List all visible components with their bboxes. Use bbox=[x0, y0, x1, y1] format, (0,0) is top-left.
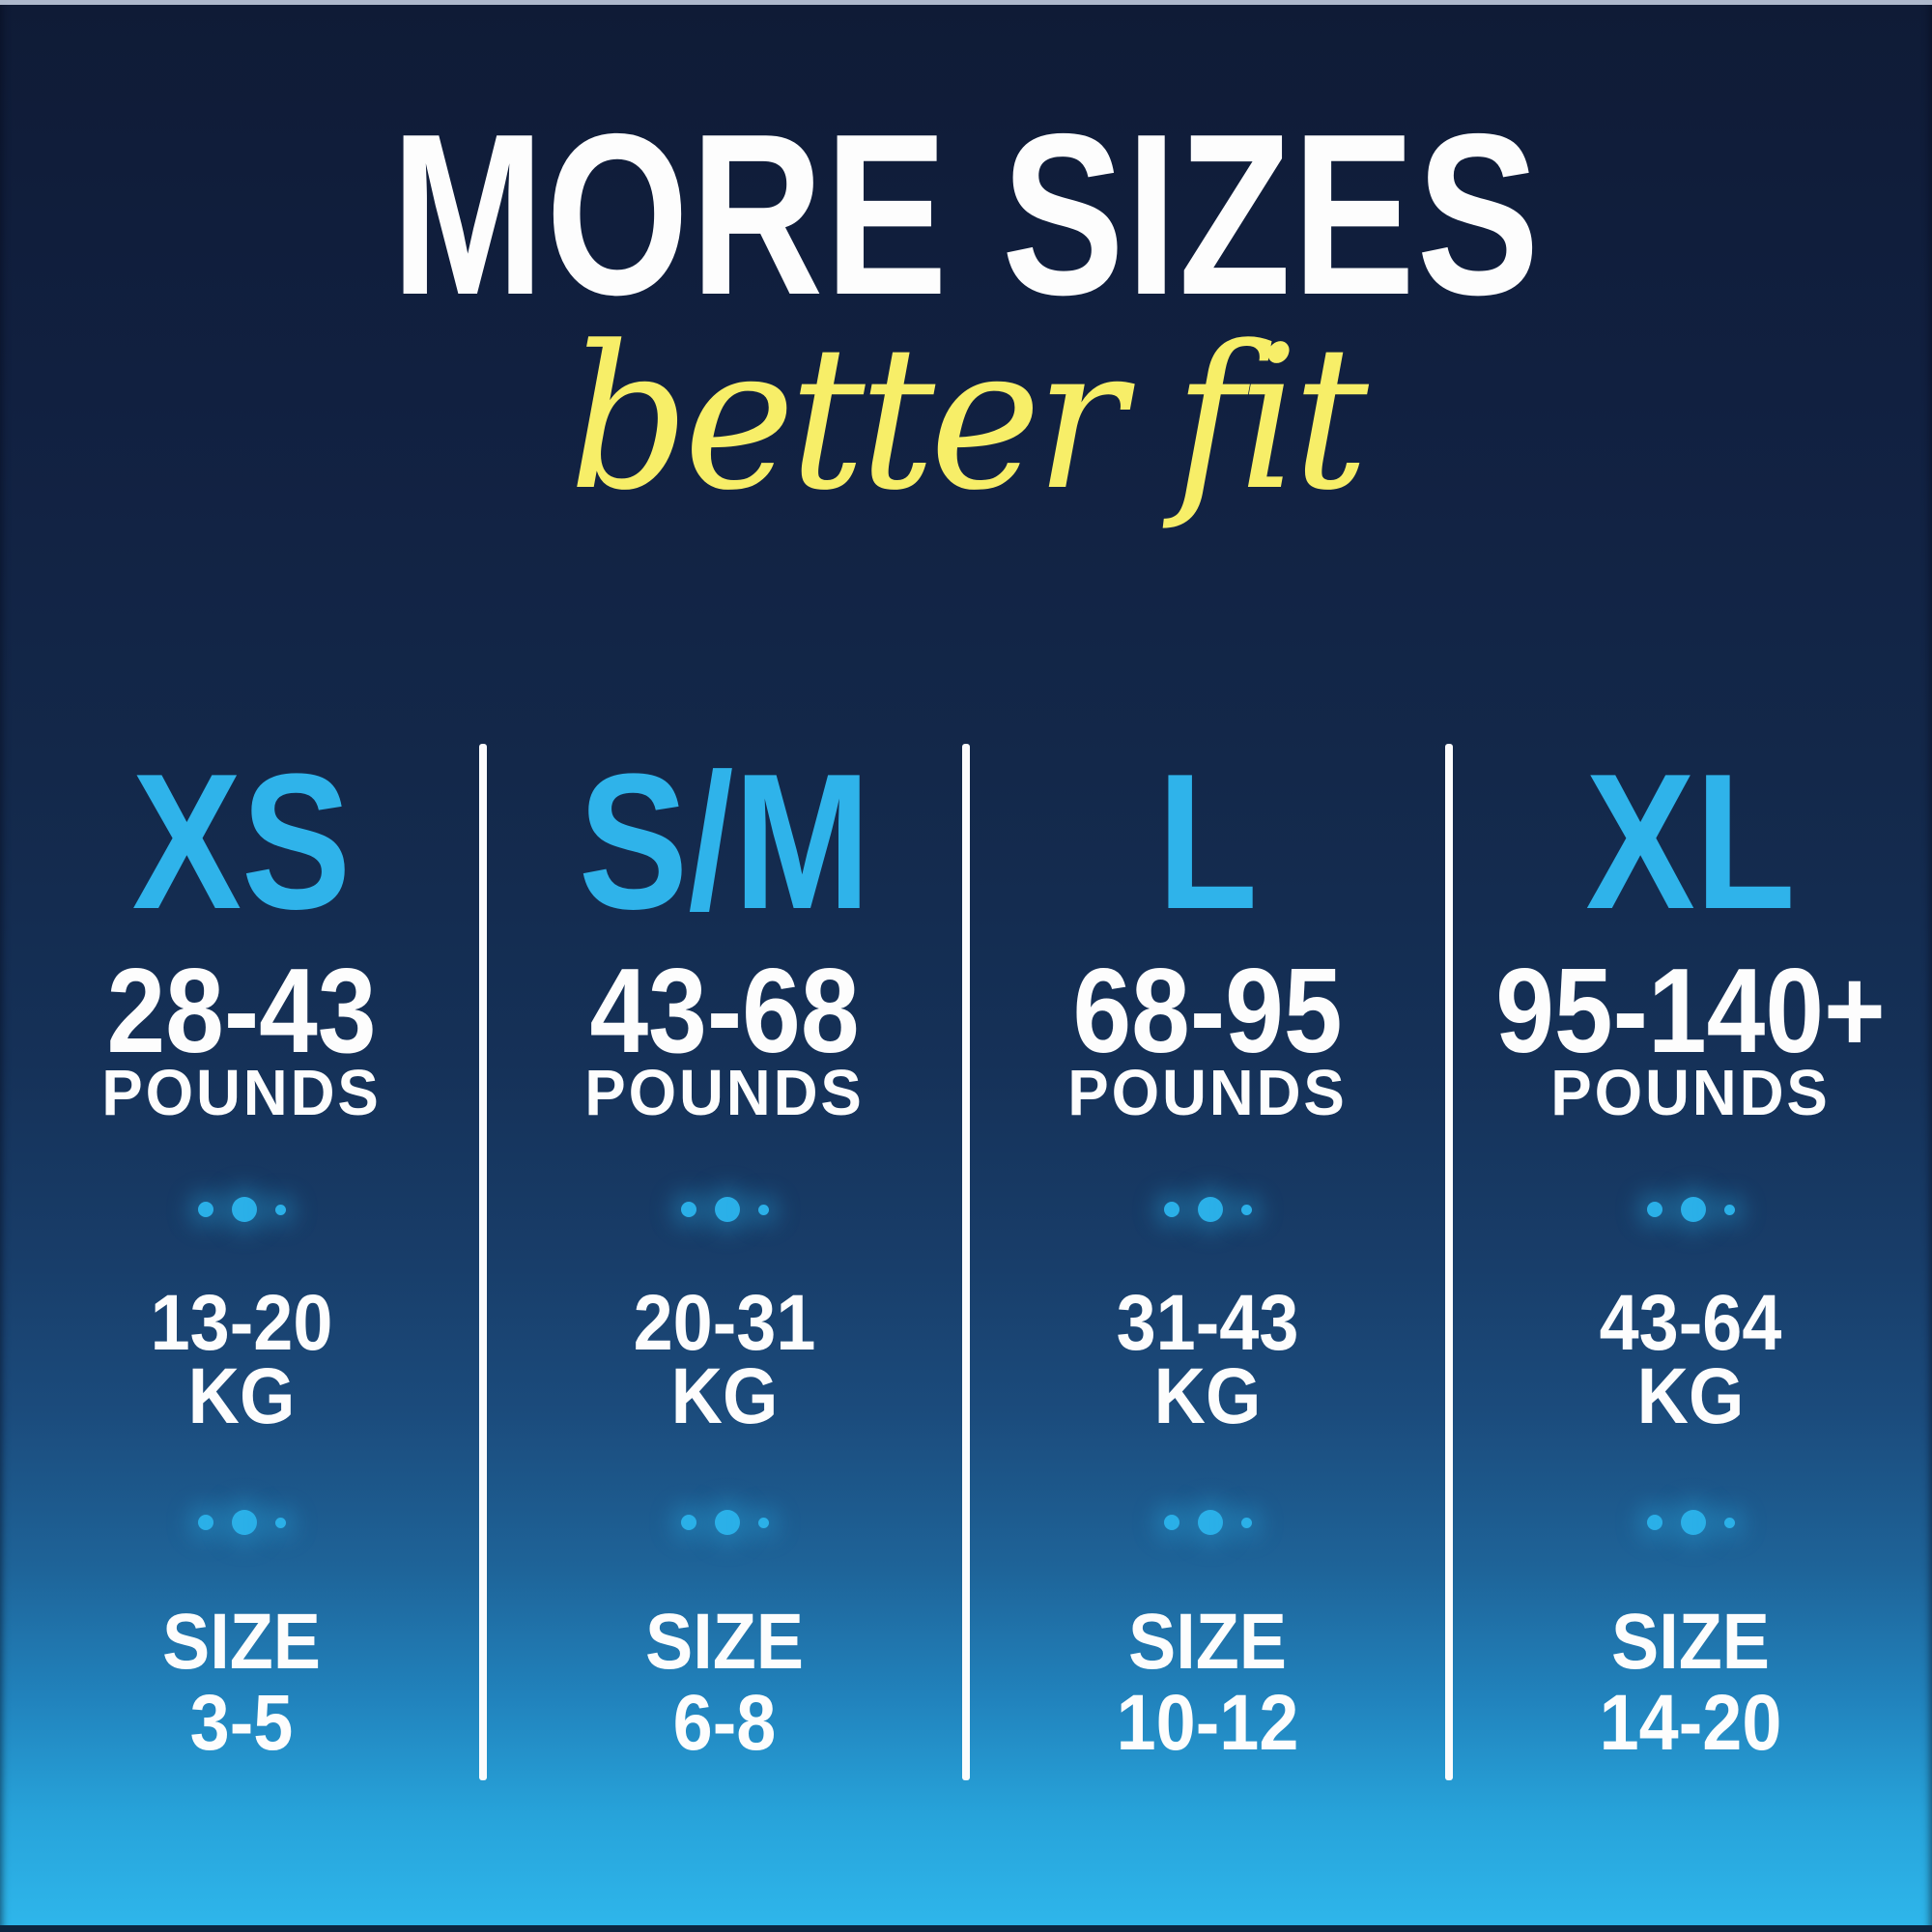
dot-icon bbox=[197, 1202, 213, 1217]
kg-unit-label: KG bbox=[187, 1352, 296, 1441]
kg-unit-label: KG bbox=[670, 1352, 779, 1441]
dot-icon bbox=[231, 1197, 257, 1222]
dots-separator-icon bbox=[483, 1503, 966, 1542]
dot-icon bbox=[680, 1515, 696, 1530]
dot-icon bbox=[714, 1197, 740, 1222]
size-range-value: 10-12 bbox=[1116, 1679, 1299, 1768]
pounds-value: 28-43 bbox=[106, 945, 377, 1078]
pounds-unit-label: POUNDS bbox=[584, 1057, 865, 1129]
dot-icon bbox=[757, 1517, 769, 1528]
pounds-value: 95-140+ bbox=[1495, 945, 1886, 1078]
top-edge-strip bbox=[0, 0, 1932, 5]
size-column-l: L 68-95 POUNDS 31-43 KG SIZE 10-12 bbox=[966, 0, 1449, 1932]
dot-icon bbox=[714, 1510, 740, 1535]
pounds-value: 68-95 bbox=[1072, 945, 1343, 1078]
kg-value: 13-20 bbox=[150, 1279, 333, 1367]
dots-separator-icon bbox=[1449, 1190, 1932, 1229]
dot-icon bbox=[1723, 1517, 1735, 1528]
dot-icon bbox=[1723, 1204, 1735, 1215]
size-column-xl: XL 95-140+ POUNDS 43-64 KG SIZE 14-20 bbox=[1449, 0, 1932, 1932]
kg-block: 31-43 KG bbox=[990, 1279, 1425, 1441]
size-range-value: 6-8 bbox=[672, 1679, 777, 1768]
size-unit-label: SIZE bbox=[161, 1598, 322, 1686]
dots-separator-icon bbox=[1449, 1503, 1932, 1542]
dots-separator-icon bbox=[0, 1503, 483, 1542]
kg-unit-label: KG bbox=[1153, 1352, 1262, 1441]
dot-icon bbox=[1240, 1204, 1252, 1215]
size-unit-label: SIZE bbox=[644, 1598, 805, 1686]
size-label: S/M bbox=[578, 734, 871, 950]
kg-value: 43-64 bbox=[1599, 1279, 1782, 1367]
dot-icon bbox=[274, 1204, 286, 1215]
column-divider bbox=[479, 744, 487, 1780]
pounds-value: 43-68 bbox=[589, 945, 860, 1078]
dot-icon bbox=[1680, 1197, 1706, 1222]
size-column-xs: XS 28-43 POUNDS 13-20 KG SIZE 3-5 bbox=[0, 0, 483, 1932]
dot-icon bbox=[680, 1202, 696, 1217]
dots-separator-icon bbox=[966, 1190, 1449, 1229]
pounds-unit-label: POUNDS bbox=[1550, 1057, 1831, 1129]
size-label: L bbox=[1157, 734, 1258, 950]
dots-separator-icon bbox=[483, 1190, 966, 1229]
dots-separator-icon bbox=[966, 1503, 1449, 1542]
dot-icon bbox=[1680, 1510, 1706, 1535]
dot-icon bbox=[1646, 1202, 1662, 1217]
pounds-unit-label: POUNDS bbox=[101, 1057, 382, 1129]
size-label: XS bbox=[131, 734, 352, 950]
column-divider bbox=[1445, 744, 1453, 1780]
subtitle-script: better fit bbox=[568, 304, 1369, 534]
page-title: MORE SIZES bbox=[390, 87, 1542, 343]
size-range-value: 3-5 bbox=[189, 1679, 294, 1768]
size-range-value: 14-20 bbox=[1599, 1679, 1782, 1768]
kg-block: 43-64 KG bbox=[1473, 1279, 1908, 1441]
kg-block: 20-31 KG bbox=[507, 1279, 942, 1441]
dot-icon bbox=[1197, 1197, 1223, 1222]
kg-value: 20-31 bbox=[633, 1279, 816, 1367]
dot-icon bbox=[1163, 1515, 1179, 1530]
size-range-block: SIZE 14-20 bbox=[1473, 1598, 1908, 1768]
dot-icon bbox=[1646, 1515, 1662, 1530]
dot-icon bbox=[1240, 1517, 1252, 1528]
kg-block: 13-20 KG bbox=[24, 1279, 459, 1441]
size-column-sm: S/M 43-68 POUNDS 20-31 KG SIZE 6-8 bbox=[483, 0, 966, 1932]
dot-icon bbox=[757, 1204, 769, 1215]
dot-icon bbox=[231, 1510, 257, 1535]
dot-icon bbox=[197, 1515, 213, 1530]
size-range-block: SIZE 6-8 bbox=[507, 1598, 942, 1768]
pounds-unit-label: POUNDS bbox=[1067, 1057, 1348, 1129]
dot-icon bbox=[1197, 1510, 1223, 1535]
size-unit-label: SIZE bbox=[1127, 1598, 1288, 1686]
dot-icon bbox=[274, 1517, 286, 1528]
dots-separator-icon bbox=[0, 1190, 483, 1229]
dot-icon bbox=[1163, 1202, 1179, 1217]
column-divider bbox=[962, 744, 970, 1780]
size-range-block: SIZE 3-5 bbox=[24, 1598, 459, 1768]
size-unit-label: SIZE bbox=[1610, 1598, 1771, 1686]
kg-unit-label: KG bbox=[1636, 1352, 1745, 1441]
size-label: XL bbox=[1585, 734, 1796, 950]
kg-value: 31-43 bbox=[1116, 1279, 1299, 1367]
bottom-edge-strip bbox=[0, 1925, 1932, 1932]
size-range-block: SIZE 10-12 bbox=[990, 1598, 1425, 1768]
